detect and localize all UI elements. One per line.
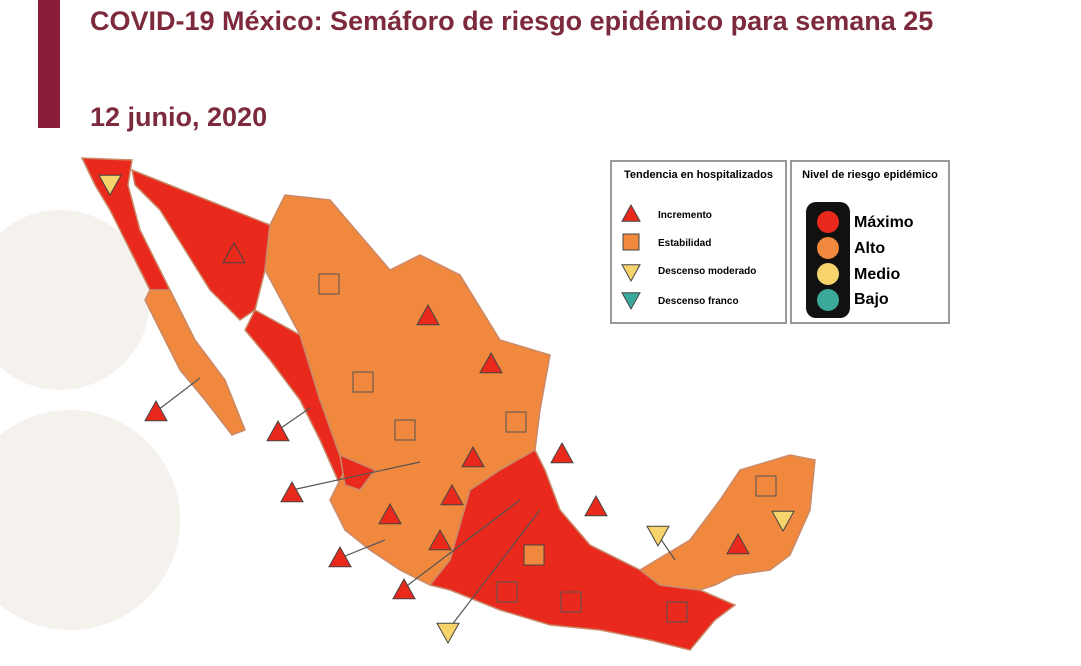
title: COVID-19 México: Semáforo de riesgo epid… — [90, 6, 934, 36]
trend-up — [144, 399, 168, 422]
trend-down — [621, 292, 641, 311]
accent-bar — [38, 0, 60, 128]
trend-stable — [394, 419, 416, 441]
trend-stable — [352, 371, 374, 393]
trend-up — [222, 241, 246, 264]
legend-item: Medio — [854, 266, 901, 283]
trend-up — [392, 577, 416, 600]
legend-item: Incremento — [658, 210, 712, 221]
risk-legend: Nivel de riesgo epidémico Máximo Alto Me… — [790, 160, 950, 324]
trend-up — [479, 351, 503, 374]
risk-light — [817, 263, 839, 285]
legend-item: Descenso franco — [658, 296, 739, 307]
trend-up — [428, 528, 452, 551]
trend-down — [646, 525, 670, 548]
watermark — [0, 210, 180, 630]
legend-item: Alto — [854, 240, 886, 257]
trend-up — [266, 419, 290, 442]
legend-title: Nivel de riesgo epidémico — [802, 169, 938, 181]
trend-up — [280, 480, 304, 503]
trend-up — [328, 545, 352, 568]
legend-item: Máximo — [854, 214, 914, 231]
trend-up — [584, 494, 608, 517]
trend-stable — [666, 601, 688, 623]
trend-up — [726, 532, 750, 555]
trend-up — [550, 441, 574, 464]
trend-stable — [496, 581, 518, 603]
legend-item: Descenso moderado — [658, 266, 757, 277]
trend-stable — [505, 411, 527, 433]
trend-down — [98, 174, 122, 197]
trend-up — [461, 445, 485, 468]
trend-stable — [318, 273, 340, 295]
trend-up — [378, 502, 402, 525]
trend-down — [436, 622, 460, 645]
states — [80, 157, 816, 651]
legend-title: Tendencia en hospitalizados — [624, 169, 773, 181]
trend-up — [440, 483, 464, 506]
trend-stable — [560, 591, 582, 613]
risk-light — [817, 289, 839, 311]
trend-up — [621, 203, 641, 222]
trend-down — [621, 264, 641, 283]
risk-light — [817, 237, 839, 259]
trend-stable — [622, 233, 640, 251]
date: 12 junio, 2020 — [90, 102, 268, 132]
legend-item: Bajo — [854, 291, 889, 308]
trend-up — [416, 303, 440, 326]
trend-stable — [755, 475, 777, 497]
legend-item: Estabilidad — [658, 238, 712, 249]
leader-lines — [157, 377, 676, 631]
trend-down — [771, 510, 795, 533]
risk-light — [817, 211, 839, 233]
trend-stable — [523, 544, 545, 566]
